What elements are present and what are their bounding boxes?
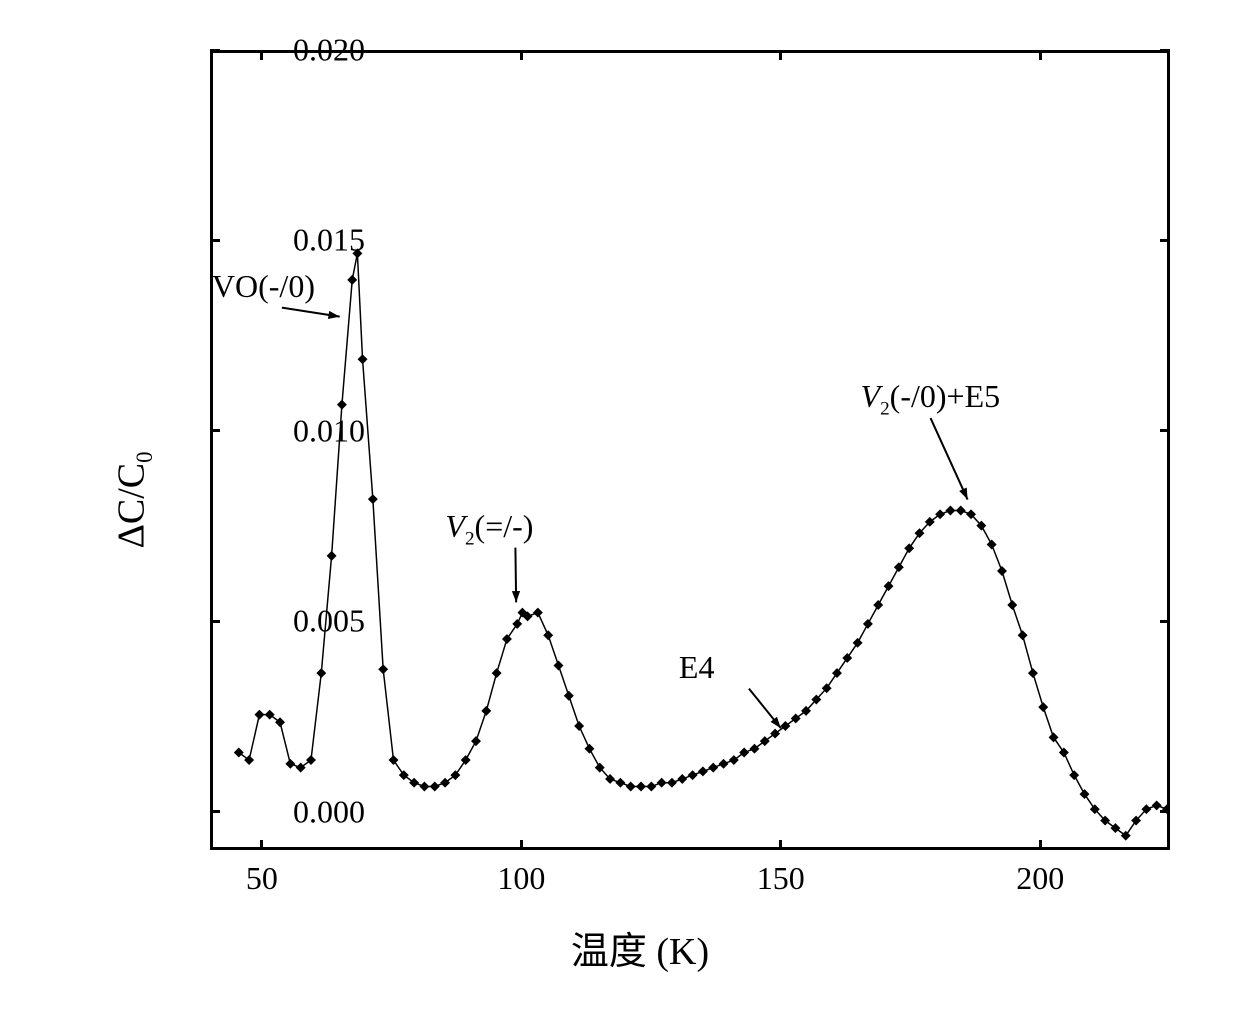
x-tick-label: 50 [246,860,278,897]
tick-mark [1160,49,1170,52]
tick-mark [260,50,263,60]
tick-mark [210,620,220,623]
tick-mark [520,840,523,850]
tick-mark [210,49,220,52]
tick-mark [1160,620,1170,623]
tick-mark [210,810,220,813]
x-tick-label: 100 [497,860,545,897]
tick-mark [210,429,220,432]
annotation-label: V2(=/-) [445,508,533,550]
plot-area [210,50,1170,850]
annotation-label: V2(-/0)+E5 [861,378,1001,420]
tick-mark [520,50,523,60]
x-tick-label: 200 [1016,860,1064,897]
tick-mark [1160,239,1170,242]
tick-mark [1039,50,1042,60]
data-plot [213,53,1167,847]
tick-mark [1160,429,1170,432]
x-axis-label: 温度 (K) [571,920,709,975]
annotation-label: VO(-/0) [212,268,315,305]
y-tick-label: 0.015 [293,222,365,259]
y-tick-label: 0.020 [293,32,365,69]
y-tick-label: 0.000 [293,793,365,830]
x-tick-label: 150 [757,860,805,897]
y-tick-label: 0.005 [293,603,365,640]
tick-mark [779,840,782,850]
annotation-label: E4 [679,649,715,686]
tick-mark [260,840,263,850]
y-axis-label: ΔC/C0 [109,451,158,548]
tick-mark [779,50,782,60]
y-tick-label: 0.010 [293,412,365,449]
tick-mark [1039,840,1042,850]
tick-mark [210,239,220,242]
y-label-text: ΔC/C0 [110,451,152,548]
chart-container: ΔC/C0 温度 (K) 0.000 0.005 0.010 0.015 0.020 50… [80,20,1200,980]
tick-mark [1160,810,1170,813]
